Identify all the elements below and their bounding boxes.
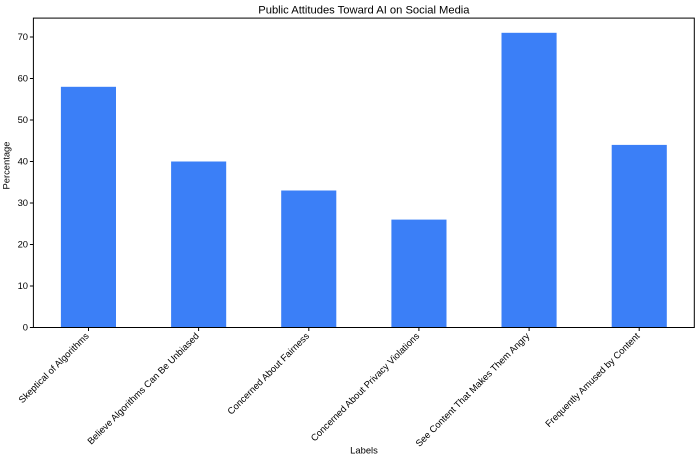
svg-text:60: 60 [18,73,28,84]
svg-text:30: 30 [18,197,28,208]
svg-text:70: 70 [18,31,28,42]
svg-text:Percentage: Percentage [1,142,12,190]
svg-text:20: 20 [18,239,28,250]
svg-text:10: 10 [18,280,28,291]
svg-text:0: 0 [23,322,28,333]
svg-text:40: 40 [18,156,28,167]
svg-text:Public Attitudes Toward AI on: Public Attitudes Toward AI on Social Med… [258,5,470,17]
svg-text:50: 50 [18,114,28,125]
svg-text:Labels: Labels [350,445,378,456]
